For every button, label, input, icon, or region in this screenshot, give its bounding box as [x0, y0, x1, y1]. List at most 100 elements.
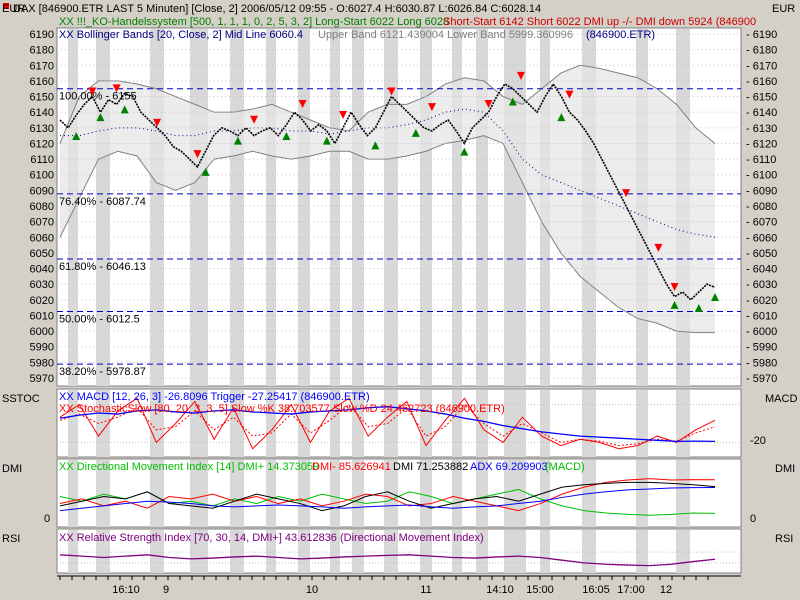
- short-signal-marker: [250, 115, 259, 124]
- x-axis-label: 12: [660, 584, 672, 596]
- session-stripe: [636, 460, 648, 527]
- short-signal-marker: [339, 111, 348, 119]
- dmi-legend-a: XX Directional Movement Index [14] DMI+ …: [59, 461, 319, 473]
- session-stripe: [266, 460, 276, 527]
- dmi-series: [59, 478, 716, 516]
- session-stripe: [190, 460, 208, 527]
- session-stripe: [452, 390, 462, 457]
- session-stripe: [352, 29, 364, 386]
- session-stripe: [298, 530, 310, 573]
- session-stripe: [540, 390, 550, 457]
- session-stripe: [420, 460, 432, 527]
- dmi-panel[interactable]: [56, 458, 742, 528]
- session-stripe: [96, 530, 110, 573]
- y-tick-label-left: 6170: [30, 60, 54, 72]
- session-stripe: [420, 29, 432, 386]
- session-stripe: [190, 530, 208, 573]
- dmi-legend-e: (MACD): [545, 461, 585, 473]
- bollinger-legend-c: (846900.ETR): [586, 29, 655, 41]
- y-tick-label-left: 6070: [30, 217, 54, 229]
- session-stripe: [230, 29, 244, 386]
- fibonacci-levels: 100.00% - 6155 76.40% - 6087.74 61.80% - 6…: [57, 88, 741, 378]
- session-stripe: [636, 390, 648, 457]
- short-signal-marker: [387, 87, 396, 96]
- session-stripe: [452, 460, 462, 527]
- y-tick-label-right: - 6110: [746, 154, 776, 166]
- y-axis-ticks: 6190 - 6190 6180 - 6180 6170 - 6170 6160 - 6160…: [30, 29, 778, 385]
- x-axis-label: 15:00: [526, 584, 554, 596]
- y-tick-label-left: 6000: [30, 326, 54, 338]
- y-tick-label-left: 6120: [30, 138, 54, 150]
- x-axis-label: 11: [420, 584, 431, 596]
- dmi-line: [59, 481, 716, 512]
- y-tick-label-left: 5970: [30, 373, 54, 385]
- chart-title: DAX [846900.ETR LAST 5 Minuten] [Close, …: [13, 3, 541, 15]
- long-signal-marker: [694, 303, 703, 312]
- fib-level-label: 38.20% - 5978.87: [59, 366, 146, 378]
- y-tick-label-right: - 6090: [746, 185, 777, 197]
- long-signal-marker: [711, 293, 719, 301]
- session-stripe: [298, 390, 310, 457]
- session-stripe: [68, 460, 78, 527]
- bollinger-upper: [59, 64, 716, 144]
- long-signal-marker: [120, 105, 129, 114]
- x-axis-label: 16:10: [112, 584, 140, 596]
- session-stripe: [352, 530, 364, 573]
- macd-line: [59, 406, 716, 443]
- system-legend-a: XX !!!_KO-Handelssystem [500, 1, 1, 1, 0…: [59, 16, 449, 28]
- session-stripe: [230, 460, 244, 527]
- long-signal-marker: [508, 97, 517, 106]
- session-stripe: [96, 390, 110, 457]
- session-stripe: [384, 29, 398, 386]
- long-signal-marker: [72, 131, 81, 140]
- stochastic-d-line: [59, 403, 716, 447]
- session-stripe: [96, 460, 110, 527]
- short-signal-marker: [654, 243, 663, 252]
- long-signal-marker: [201, 167, 210, 176]
- y-tick-label-right: - 6130: [746, 123, 777, 135]
- session-stripe: [384, 530, 398, 573]
- dmi-legend-b: DMI- 85.626941: [312, 461, 391, 473]
- session-stripe: [352, 390, 364, 457]
- y-tick-label-left: 6140: [30, 107, 54, 119]
- long-signal-marker: [322, 136, 331, 145]
- y-tick-label-left: 5990: [30, 342, 54, 354]
- y-tick-label-right: - 5970: [746, 373, 777, 385]
- session-stripe: [298, 29, 310, 386]
- short-signal-marker: [88, 87, 97, 96]
- macd-panel-label: MACD: [765, 393, 797, 405]
- legend-marker: [3, 3, 9, 9]
- x-axis-label: 10: [306, 584, 318, 596]
- session-stripe: [330, 29, 340, 386]
- session-stripe: [476, 460, 488, 527]
- session-stripe: [476, 390, 488, 457]
- y-tick-label-right: - 6080: [746, 201, 777, 213]
- y-tick-label-right: - 6100: [746, 170, 777, 182]
- short-signal-marker: [112, 84, 121, 93]
- session-stripe: [352, 460, 364, 527]
- y-tick-label-right: - 6180: [746, 45, 777, 57]
- session-stripe: [330, 460, 340, 527]
- session-stripe: [676, 460, 690, 527]
- y-tick-label-left: 6020: [30, 295, 54, 307]
- session-stripe: [230, 390, 244, 457]
- dmi-minus-line: [59, 478, 716, 512]
- rsi-panel-label-left: RSI: [2, 533, 20, 545]
- session-stripe: [384, 390, 398, 457]
- session-stripe: [68, 530, 78, 573]
- y-tick-label-right: - 5990: [746, 342, 777, 354]
- long-signal-marker: [557, 113, 566, 122]
- session-stripe: [540, 530, 550, 573]
- session-stripe: [150, 29, 164, 386]
- y-tick-label-left: 6060: [30, 232, 54, 244]
- session-stripe: [68, 390, 78, 457]
- y-tick-label-right: - 6150: [746, 92, 777, 104]
- session-stripe: [420, 390, 432, 457]
- session-stripe: [504, 530, 526, 573]
- y-tick-label-right: - 6060: [746, 232, 777, 244]
- session-stripe: [452, 530, 462, 573]
- macd-panel[interactable]: [56, 388, 742, 458]
- y-tick-label-right: - 6070: [746, 217, 777, 229]
- bollinger-legend-a: XX Bollinger Bands [20, Close, 2] Mid Li…: [59, 29, 303, 41]
